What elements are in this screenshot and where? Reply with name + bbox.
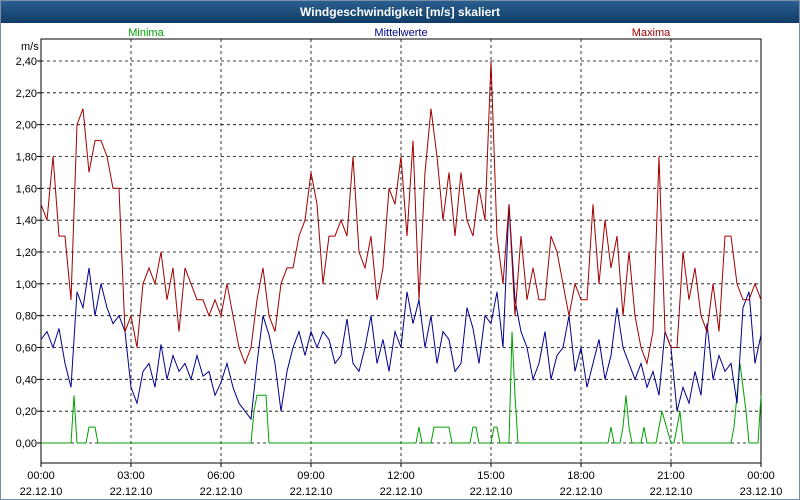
x-tick-date: 22.12.10	[650, 486, 693, 498]
x-tick-date: 22.12.10	[470, 486, 513, 498]
y-tick-label: 0,00	[16, 438, 37, 450]
legend-item-mittelwerte: Mittelwerte	[374, 27, 427, 39]
y-tick-label: 2,40	[16, 56, 37, 68]
x-tick-date: 22.12.10	[20, 486, 63, 498]
y-axis-label: m/s	[21, 41, 39, 53]
x-tick-date: 22.12.10	[200, 486, 243, 498]
series-group	[40, 60, 762, 444]
x-axis: 00:00 22.12.10 03:00 22.12.10 06:00 22.12.10 0…	[20, 463, 783, 498]
x-tick-time: 09:00	[297, 470, 325, 482]
chart-title: Windgeschwindigkeit [m/s] skaliert	[1, 1, 799, 23]
legend-item-maxima: Maxima	[632, 27, 671, 39]
wind-speed-chart: 0,00 0,20 0,40 0,60 0,80 1,00 1,20 1,40 1,60 1,80…	[16, 27, 783, 498]
y-tick-label: 2,20	[16, 88, 37, 100]
x-tick-date: 22.12.10	[290, 486, 333, 498]
y-tick-label: 0,20	[16, 406, 37, 418]
series-line-maxima	[40, 60, 762, 366]
x-tick-time: 00:00	[27, 470, 55, 482]
y-axis: 0,00 0,20 0,40 0,60 0,80 1,00 1,20 1,40 1,60 1,80…	[16, 56, 41, 450]
x-tick-date: 22.12.10	[380, 486, 423, 498]
series-line-minima	[41, 331, 762, 444]
x-tick-time: 06:00	[207, 470, 235, 482]
x-tick-time: 18:00	[567, 470, 595, 482]
y-tick-label: 0,40	[16, 374, 37, 386]
series-line-mittelwerte	[40, 204, 762, 421]
x-tick-date: 23.12.10	[740, 486, 783, 498]
y-tick-label: 1,80	[16, 152, 37, 164]
y-tick-label: 2,00	[16, 120, 37, 132]
x-tick-time: 15:00	[477, 470, 505, 482]
y-tick-label: 0,80	[16, 311, 37, 323]
y-tick-label: 1,40	[16, 215, 37, 227]
x-tick-time: 00:00	[747, 470, 775, 482]
y-tick-label: 1,20	[16, 247, 37, 259]
x-tick-time: 21:00	[657, 470, 685, 482]
y-tick-label: 1,60	[16, 183, 37, 195]
legend-item-minima: Minima	[128, 27, 164, 39]
y-tick-label: 1,00	[16, 279, 37, 291]
y-tick-label: 0,60	[16, 343, 37, 355]
legend: Minima Mittelwerte Maxima	[128, 27, 671, 39]
x-tick-time: 03:00	[117, 470, 145, 482]
x-tick-date: 22.12.10	[110, 486, 153, 498]
x-tick-time: 12:00	[387, 470, 415, 482]
x-tick-date: 22.12.10	[560, 486, 603, 498]
